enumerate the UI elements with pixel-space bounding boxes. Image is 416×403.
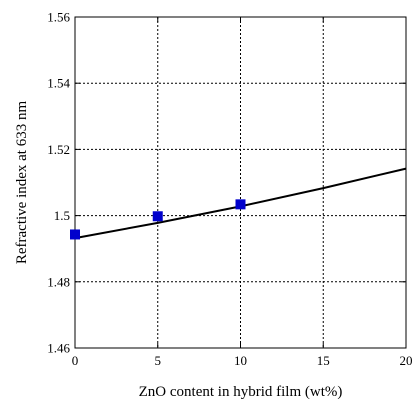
- y-axis-label: Refractive index at 633 nm: [14, 101, 30, 265]
- grid-lines: [75, 17, 406, 348]
- x-axis-label: ZnO content in hybrid film (wt%): [139, 384, 343, 400]
- x-tick-label: 5: [155, 353, 162, 368]
- plot-frame: [74, 16, 407, 349]
- data-point-square: [70, 229, 80, 240]
- y-tick-label: 1.46: [47, 341, 70, 356]
- y-tick-label: 1.48: [47, 274, 70, 289]
- x-tick-label: 0: [72, 353, 79, 368]
- y-tick-label: 1.5: [54, 208, 70, 223]
- y-tick-label: 1.54: [47, 76, 70, 91]
- data-series: [70, 167, 407, 240]
- data-point-square: [152, 211, 163, 222]
- y-tick-label: 1.52: [47, 142, 70, 157]
- y-tick-label: 1.56: [47, 10, 70, 25]
- x-tick-label: 10: [234, 353, 247, 368]
- data-point-square: [235, 199, 246, 210]
- tick-labels: 0 5 10 15 20 1.46 1.48 1.5 1.52 1.54 1.56: [47, 10, 412, 369]
- x-tick-label: 20: [400, 353, 413, 368]
- x-tick-label: 15: [317, 353, 330, 368]
